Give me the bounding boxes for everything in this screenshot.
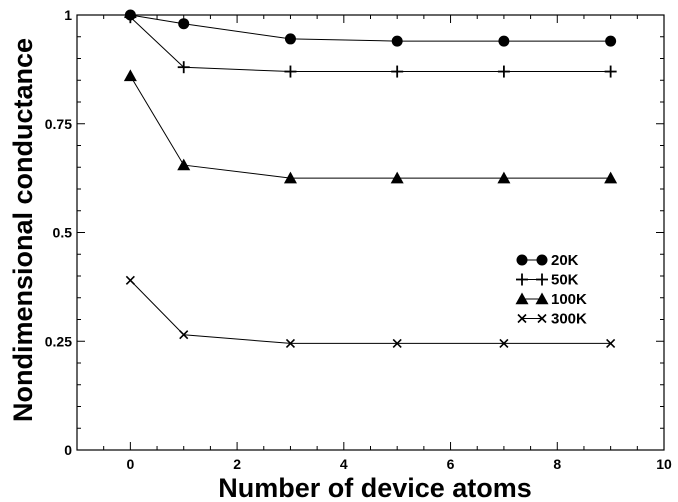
data-point [605, 35, 617, 47]
series-300k [125, 275, 616, 348]
plot-frame [76, 14, 665, 451]
legend-marker [516, 254, 528, 266]
legend: 20K 50K 100K 300K [515, 252, 587, 328]
x-tick-label: 10 [656, 456, 672, 472]
data-point [391, 65, 404, 78]
series-100k [123, 69, 618, 184]
data-point [179, 330, 189, 340]
legend-label: 300K [551, 311, 587, 328]
series-line [130, 16, 611, 73]
series-layer [123, 9, 618, 348]
data-point [177, 158, 191, 171]
data-point [392, 338, 402, 348]
legend-marker [535, 292, 549, 305]
x-tick-label: 4 [340, 456, 348, 472]
data-point [283, 171, 297, 184]
legend-label: 100K [551, 291, 587, 308]
series-line [130, 279, 611, 344]
y-tick-label: 1 [64, 7, 72, 23]
x-axis-title: Number of device atoms [218, 473, 532, 502]
series-line [130, 14, 611, 42]
y-axis-ticks: 0 0.25 0.5 0.75 1 [45, 7, 664, 458]
legend-marker [517, 313, 527, 324]
data-point [390, 171, 404, 184]
legend-marker [537, 313, 547, 324]
data-point [125, 275, 135, 285]
legend-label: 50K [551, 272, 579, 289]
legend-marker [516, 273, 528, 286]
data-point [123, 69, 137, 82]
data-point [604, 65, 617, 78]
series-50k [124, 11, 617, 78]
x-tick-label: 0 [126, 456, 134, 472]
series-20k [124, 9, 617, 47]
x-axis-ticks: 0 2 4 6 8 10 [76, 15, 672, 472]
data-point [497, 171, 511, 184]
data-point [498, 35, 510, 47]
data-point [178, 18, 190, 30]
data-point [497, 65, 510, 78]
x-tick-label: 6 [447, 456, 455, 472]
data-point [284, 65, 297, 78]
data-point [284, 33, 296, 45]
legend-label: 20K [551, 252, 579, 269]
legend-marker [515, 292, 529, 305]
y-axis-title: Nondimensional conductance [8, 38, 38, 422]
data-point [499, 338, 509, 348]
legend-item: 100K [515, 291, 587, 308]
data-point [124, 11, 137, 24]
data-point [285, 338, 296, 348]
y-tick-label: 0.25 [45, 333, 72, 349]
legend-marker [536, 273, 548, 286]
legend-marker [536, 254, 548, 266]
y-tick-label: 0 [64, 442, 72, 458]
legend-item: 50K [516, 272, 579, 289]
legend-item: 300K [517, 311, 587, 328]
y-tick-label: 0.5 [53, 225, 73, 241]
data-point [177, 61, 190, 74]
y-tick-label: 0.75 [45, 116, 72, 132]
legend-item: 20K [516, 252, 579, 269]
x-tick-label: 2 [233, 456, 241, 472]
plot-border [76, 14, 665, 451]
data-point [391, 35, 403, 47]
data-point [606, 338, 616, 348]
series-line [129, 75, 611, 179]
x-tick-label: 8 [553, 456, 561, 472]
data-point [604, 171, 618, 184]
